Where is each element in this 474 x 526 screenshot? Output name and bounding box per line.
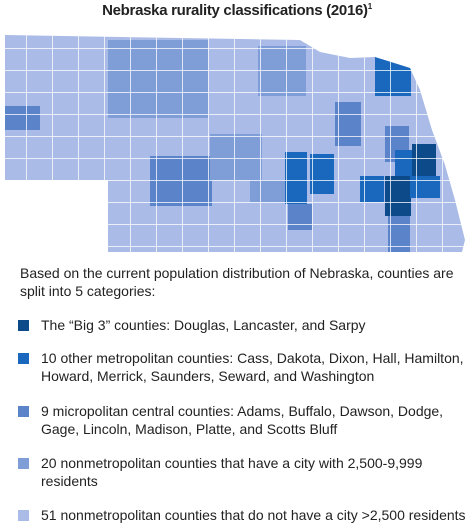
legend-label: 20 nonmetropolitan counties that have a …: [41, 455, 423, 489]
legend-item: 10 other metropolitan counties: Cass, Da…: [18, 349, 474, 385]
legend-item: 20 nonmetropolitan counties that have a …: [18, 454, 474, 490]
legend-label: The “Big 3” counties: Douglas, Lancaster…: [41, 317, 366, 333]
title: Nebraska rurality classifications (2016)…: [0, 2, 474, 19]
counties: [5, 35, 465, 252]
legend-swatch: [18, 406, 29, 417]
legend-item: 9 micropolitan central counties: Adams, …: [18, 402, 474, 438]
legend-label: 10 other metropolitan counties: Cass, Da…: [41, 350, 464, 384]
legend-swatch: [18, 458, 29, 469]
legend-label: 9 micropolitan central counties: Adams, …: [41, 403, 444, 437]
legend-swatch: [18, 353, 29, 364]
title-text: Nebraska rurality classifications (2016): [102, 2, 368, 19]
legend-label: 51 nonmetropolitan counties that do not …: [41, 507, 466, 523]
title-note: 1: [367, 2, 372, 11]
map: [5, 35, 465, 252]
intro: Based on the current population distribu…: [20, 265, 454, 299]
legend-item: The “Big 3” counties: Douglas, Lancaster…: [18, 316, 474, 334]
legend-swatch: [18, 510, 29, 521]
legend-item: 51 nonmetropolitan counties that do not …: [18, 506, 474, 524]
legend-swatch: [18, 320, 29, 331]
county-borders: [5, 35, 465, 252]
